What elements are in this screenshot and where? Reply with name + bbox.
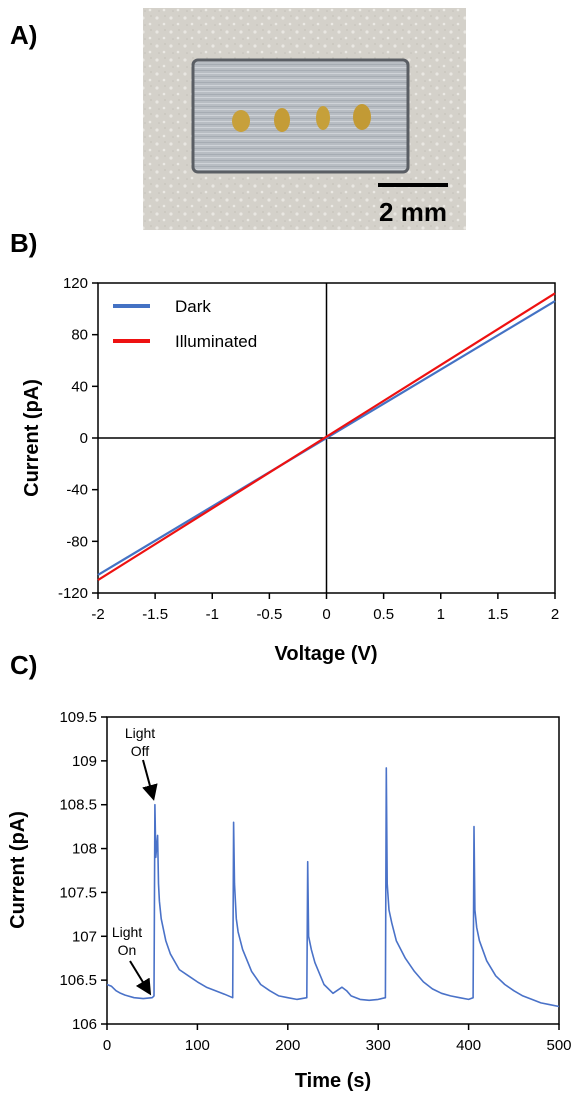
iv-y-axis-title: Current (pA) [21,379,43,497]
time-trace-chart: 0 100 200 300 400 500 109.5 109 108.5 108 107.5 10… [7,709,572,1092]
trace-x-tick-label: 0 [103,1037,111,1054]
trace-x-axis-title: Time (s) [295,1070,371,1092]
iv-x-tick-label: -0.5 [256,606,282,623]
arrow-light-on [129,960,152,996]
trace-y-tick-label: 109 [72,753,97,770]
iv-legend: Dark Illuminated [113,297,257,351]
annotation-light-off-line2: Off [131,743,150,759]
electrode-2 [274,108,290,132]
trace-y-tick-label: 109.5 [59,709,97,726]
trace-x-tick-label: 100 [185,1037,210,1054]
iv-x-tick-label: 2 [551,606,559,623]
electrode-1 [232,110,250,132]
iv-chart: -2 -1.5 -1 -0.5 0 0.5 1 1.5 2 120 80 40 0 -40 -80 -120… [21,275,559,665]
panel-label-a: A) [10,20,38,50]
trace-y-tick-label: 106 [72,1016,97,1033]
iv-x-tick-label: 1 [437,606,445,623]
trace-y-tick-label: 108.5 [59,797,97,814]
trace-y-tick-label: 107.5 [59,884,97,901]
trace-y-tick-label: 108 [72,841,97,858]
iv-y-tick-label: -80 [66,533,88,550]
iv-x-tick-label: 1.5 [487,606,508,623]
iv-x-tick-label: 0.5 [373,606,394,623]
scale-bar-label: 2 mm [379,197,447,227]
annotation-light-on: Light On [112,924,152,996]
legend-label-illuminated: Illuminated [175,332,257,351]
trace-x-tick-label: 200 [275,1037,300,1054]
trace-x-tick-label: 300 [366,1037,391,1054]
arrow-light-off [142,759,158,801]
iv-y-tick-label: 0 [80,430,88,447]
trace-x-tick-label: 500 [546,1037,571,1054]
panel-label-c: C) [10,650,38,680]
iv-y-tick-label: -120 [58,585,88,602]
current-trace-line [106,767,560,1008]
electrode-4 [353,104,371,130]
trace-x-tick-label: 400 [456,1037,481,1054]
iv-x-tick-label: -2 [91,606,104,623]
annotation-light-off-line1: Light [125,725,155,741]
iv-y-tick-label: 80 [71,327,88,344]
iv-x-tick-label: -1 [206,606,219,623]
panel-label-b: B) [10,228,38,258]
iv-y-tick-label: -40 [66,482,88,499]
trace-y-tick-label: 106.5 [59,972,97,989]
annotation-light-on-line1: Light [112,924,142,940]
legend-label-dark: Dark [175,297,211,316]
iv-y-tick-label: 40 [71,378,88,395]
annotation-light-off: Light Off [125,725,158,801]
annotation-light-on-line2: On [118,942,137,958]
iv-y-tick-label: 120 [63,275,88,292]
trace-plot-frame [106,716,560,1025]
chip [191,58,410,174]
iv-x-axis-title: Voltage (V) [275,643,378,665]
electrode-3 [316,106,330,130]
trace-y-axis-title: Current (pA) [7,811,29,929]
device-photo: 2 mm [143,8,466,230]
iv-x-tick-label: -1.5 [142,606,168,623]
iv-series-illuminated [97,292,556,582]
trace-y-tick-label: 107 [72,928,97,945]
iv-x-tick-label: 0 [322,606,330,623]
